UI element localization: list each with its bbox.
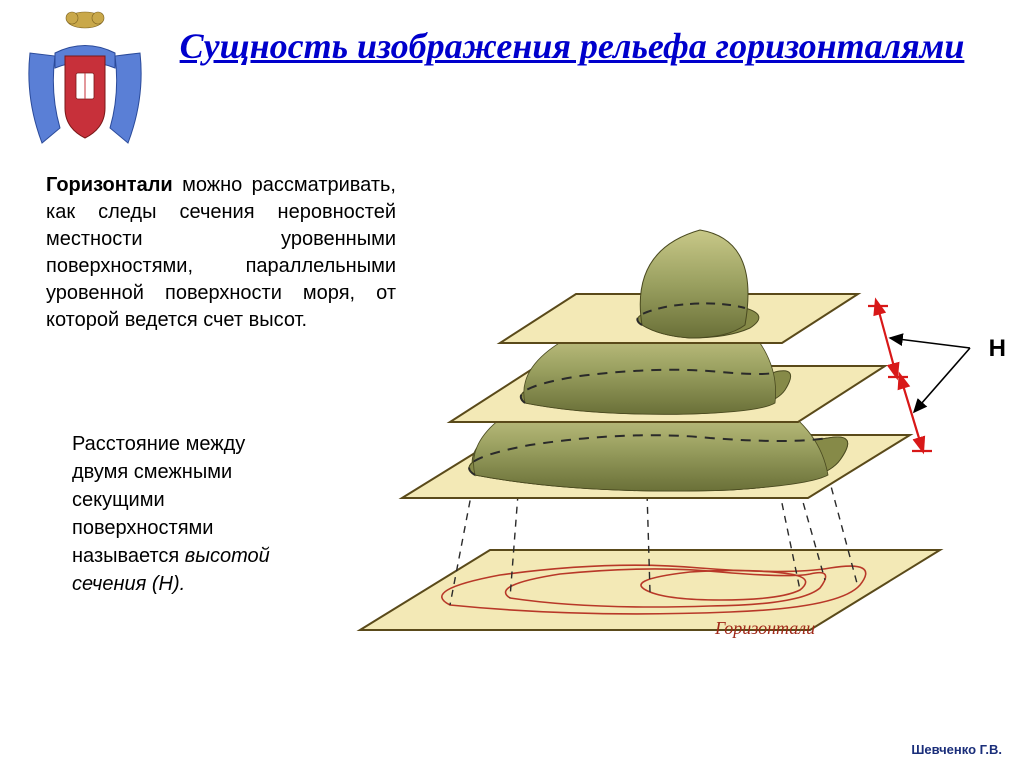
mountain-top bbox=[637, 230, 759, 338]
h-pointer-lines bbox=[890, 338, 970, 412]
height-arrows bbox=[868, 306, 932, 451]
contour-diagram: Горизонтали bbox=[330, 160, 990, 710]
diagram-bottom-label: Горизонтали bbox=[714, 618, 815, 638]
height-symbol-label: Н bbox=[989, 335, 1006, 363]
author-credit: Шевченко Г.В. bbox=[911, 742, 1002, 757]
emblem-logo bbox=[20, 8, 150, 158]
height-definition-paragraph: Расстояние между двумя смежными секущими… bbox=[72, 430, 302, 598]
page-title: Сущность изображения рельефа горизонталя… bbox=[160, 24, 984, 69]
plane-bottom: Горизонтали bbox=[360, 550, 940, 638]
term-bold: Горизонтали bbox=[46, 174, 173, 196]
